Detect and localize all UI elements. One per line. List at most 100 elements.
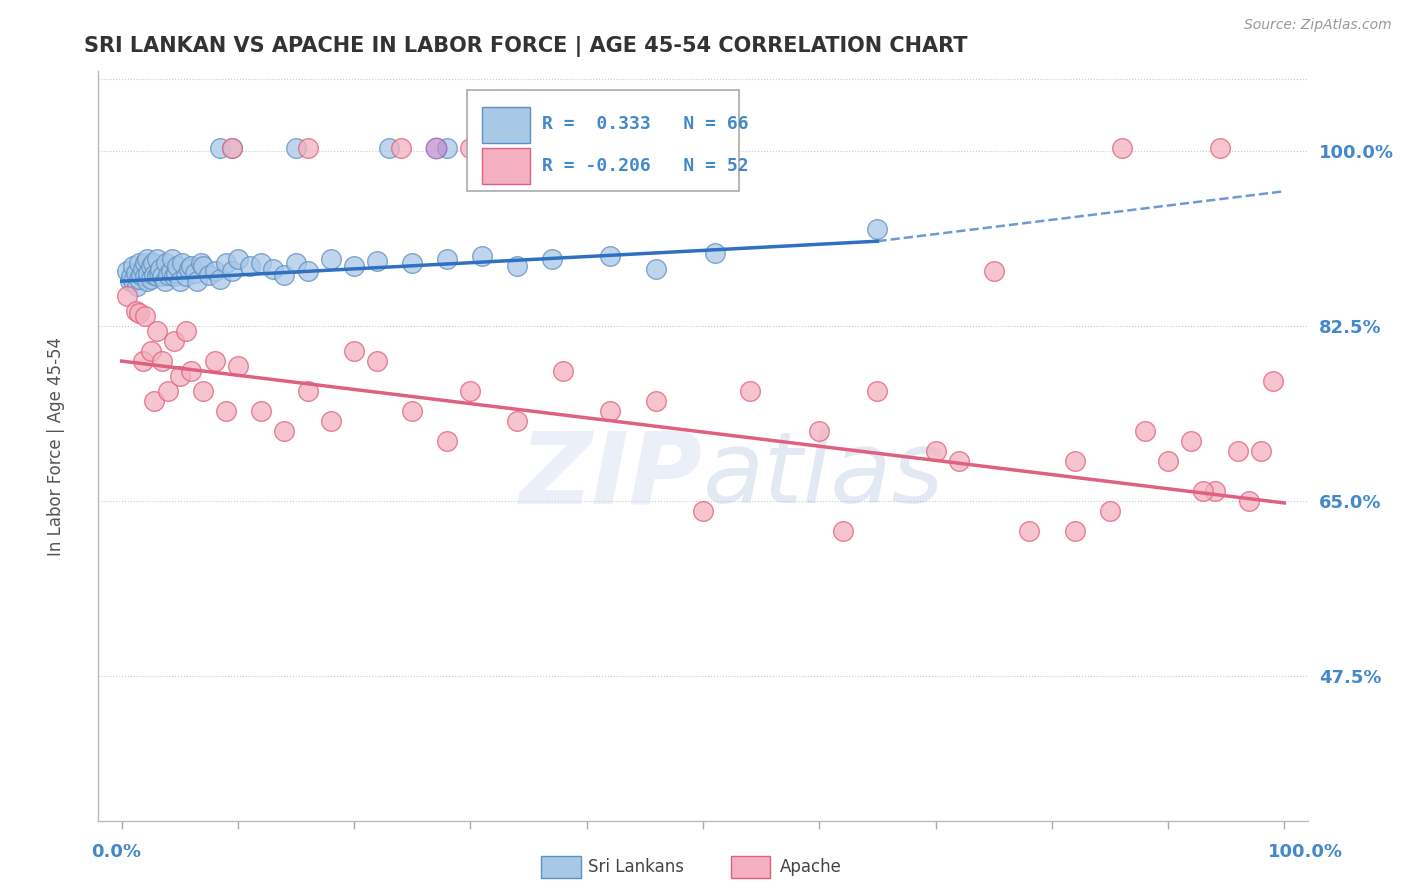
Text: Sri Lankans: Sri Lankans (588, 858, 683, 876)
Point (174, 269, 197, 284)
Point (262, 262, 284, 277)
Point (1180, 434, 1202, 448)
Text: R =  0.333   N = 66: R = 0.333 N = 66 (543, 115, 749, 133)
Point (221, 264, 243, 278)
Point (136, 274, 159, 288)
Point (285, 256, 308, 270)
Point (866, 384, 889, 398)
Point (136, 252, 159, 267)
Point (471, 249, 494, 263)
Point (436, 252, 458, 267)
Point (209, 272, 232, 286)
Point (209, 141, 232, 155)
Text: R = -0.206   N = 52: R = -0.206 N = 52 (543, 157, 749, 175)
Point (924, 444, 946, 458)
Point (599, 249, 621, 263)
Point (155, 256, 177, 270)
Point (866, 222, 889, 236)
Point (131, 354, 153, 368)
Point (297, 384, 319, 398)
Point (145, 324, 167, 338)
Point (1018, 524, 1040, 538)
Point (179, 262, 201, 277)
Point (139, 259, 162, 273)
Point (221, 141, 243, 155)
Point (198, 268, 221, 282)
Point (1064, 454, 1087, 468)
Point (599, 404, 621, 418)
Point (1204, 483, 1226, 498)
Text: SRI LANKAN VS APACHE IN LABOR FORCE | AGE 45-54 CORRELATION CHART: SRI LANKAN VS APACHE IN LABOR FORCE | AG… (84, 36, 967, 57)
Point (160, 252, 183, 267)
Point (808, 424, 831, 438)
Point (529, 141, 551, 155)
Text: 0.0%: 0.0% (91, 843, 142, 861)
Point (460, 141, 482, 155)
Point (948, 454, 970, 468)
Point (738, 384, 761, 398)
Point (124, 304, 146, 318)
Point (366, 354, 388, 368)
FancyBboxPatch shape (482, 148, 530, 184)
Point (983, 264, 1005, 278)
Point (165, 266, 187, 280)
Point (285, 141, 308, 155)
Point (128, 272, 150, 286)
Point (273, 268, 295, 282)
Point (273, 424, 295, 438)
Point (145, 269, 167, 284)
Point (1192, 483, 1215, 498)
Point (401, 256, 423, 270)
Text: In Labor Force | Age 45-54: In Labor Force | Age 45-54 (48, 336, 65, 556)
Point (389, 141, 412, 155)
Point (1157, 454, 1180, 468)
Point (150, 269, 173, 284)
Point (174, 324, 197, 338)
Text: atlas: atlas (703, 427, 945, 524)
Point (157, 268, 180, 282)
Point (297, 141, 319, 155)
Point (1064, 524, 1087, 538)
Point (204, 264, 226, 278)
Point (149, 262, 172, 277)
Point (163, 334, 186, 348)
Point (343, 259, 366, 273)
Point (169, 274, 191, 288)
Point (692, 504, 714, 518)
Point (169, 369, 191, 384)
Point (118, 274, 141, 288)
Point (128, 256, 150, 270)
Point (166, 259, 188, 273)
FancyBboxPatch shape (467, 90, 740, 191)
Text: 100.0%: 100.0% (1268, 843, 1343, 861)
Point (1209, 141, 1232, 155)
Point (540, 252, 562, 267)
Point (460, 384, 482, 398)
Point (366, 254, 388, 268)
Point (139, 272, 162, 286)
Point (506, 259, 529, 273)
Point (143, 394, 166, 409)
Point (184, 266, 207, 280)
Point (239, 259, 262, 273)
Point (180, 259, 202, 273)
Point (128, 306, 150, 320)
Point (148, 266, 170, 280)
Point (159, 264, 181, 278)
Point (186, 274, 208, 288)
Point (401, 404, 423, 418)
Point (134, 269, 156, 284)
Point (1111, 141, 1133, 155)
Point (172, 256, 194, 270)
Text: Source: ZipAtlas.com: Source: ZipAtlas.com (1244, 18, 1392, 32)
Point (1250, 444, 1272, 458)
Point (122, 274, 145, 288)
Point (134, 309, 156, 323)
Point (1098, 504, 1121, 518)
Point (319, 252, 342, 267)
Point (553, 364, 575, 378)
Point (250, 404, 273, 418)
Point (204, 354, 226, 368)
Point (215, 256, 238, 270)
Point (645, 262, 668, 277)
